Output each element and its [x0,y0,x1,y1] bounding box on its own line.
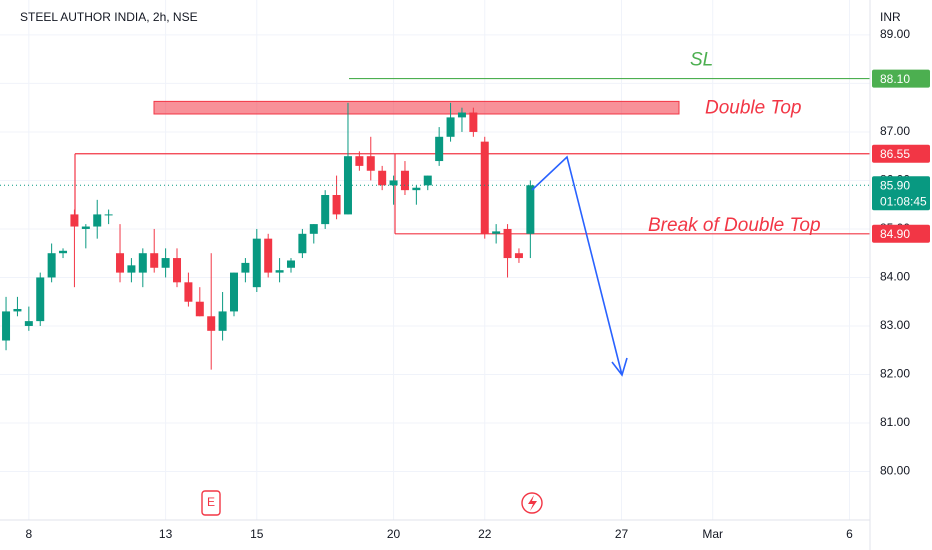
x-tick-label: 6 [846,527,853,541]
x-tick-label: 20 [387,527,401,541]
x-tick-label: 8 [25,527,32,541]
candle-body [195,301,204,317]
y-tick-label: 83.00 [880,318,910,332]
x-tick-label: 27 [615,527,629,541]
candle-body [389,180,398,186]
x-tick-label: 15 [250,527,264,541]
candle-body [207,316,216,331]
candle-body [173,258,182,283]
currency: INR [880,10,901,24]
candle-body [309,224,318,234]
level-annotation: SL [690,50,713,71]
last-price-badge [872,176,930,211]
dividend-bolt [528,495,537,511]
double-top-zone [153,100,680,115]
candle-body [138,253,147,273]
zone-label: Double Top [705,98,801,119]
price-badge [872,69,930,88]
candle-body [355,156,364,166]
price-badge [872,144,930,163]
candle-body [412,187,421,191]
candle-body [286,260,295,268]
candle-body [252,238,261,288]
candle-body [13,308,22,312]
candle-body [264,238,273,273]
candle-body [2,311,11,341]
plot [0,77,870,370]
candle-body [446,117,455,137]
candle-body [480,141,489,234]
forecast-arrow [531,155,628,377]
candle-body [127,265,136,273]
last-price-label: 85.90 [880,178,910,192]
y-tick-label: 80.00 [880,464,910,478]
price-badge-label: 84.90 [880,227,910,241]
x-tick-label: Mar [702,527,723,541]
candle-body [93,214,102,227]
candle-body [47,253,56,278]
x-tick-label: 22 [478,527,492,541]
y-tick-label: 82.00 [880,367,910,381]
candle-body [457,112,466,118]
candle-body [184,282,193,302]
candle-body [150,253,159,268]
candle-body [229,272,238,312]
candle-body [526,185,535,234]
candle-body [469,112,478,132]
candle-body [104,214,113,216]
candle-body [503,228,512,259]
chart-title: STEEL AUTHOR INDIA, 2h, NSE [20,10,198,24]
earnings-label[interactable]: E [207,495,215,509]
candle-body [321,195,330,225]
level-annotation: Break of Double Top [648,215,821,236]
candle-body [332,195,341,215]
y-tick-label: 89.00 [880,27,910,41]
y-tick-label: 87.00 [880,124,910,138]
candle-body [241,262,250,273]
candle-body [24,321,33,326]
candle-body [218,311,227,331]
candle-body [378,170,387,186]
candle-body [70,214,79,227]
candle-body [116,253,125,273]
price-badge [872,224,930,243]
candle-body [343,156,352,215]
y-tick-label: 84.00 [880,270,910,284]
candle-body [400,170,409,191]
earnings-icon[interactable] [201,490,221,516]
candle-body [298,233,307,254]
candle-body [514,253,523,259]
price-badge-label: 86.55 [880,147,910,161]
candle-body [435,136,444,162]
candle-body [161,258,170,268]
countdown: 01:08:45 [880,194,927,208]
candle-body [492,231,501,234]
x-tick-label: 13 [159,527,173,541]
price-badge-label: 88.10 [880,72,910,86]
candle-body [366,156,375,171]
candle-body [59,250,68,254]
candle-body [423,175,432,186]
dividend-icon[interactable] [521,492,543,514]
candle-body [36,277,45,322]
candle-body [275,270,284,273]
y-tick-label: 81.00 [880,415,910,429]
candle-body [81,226,90,229]
